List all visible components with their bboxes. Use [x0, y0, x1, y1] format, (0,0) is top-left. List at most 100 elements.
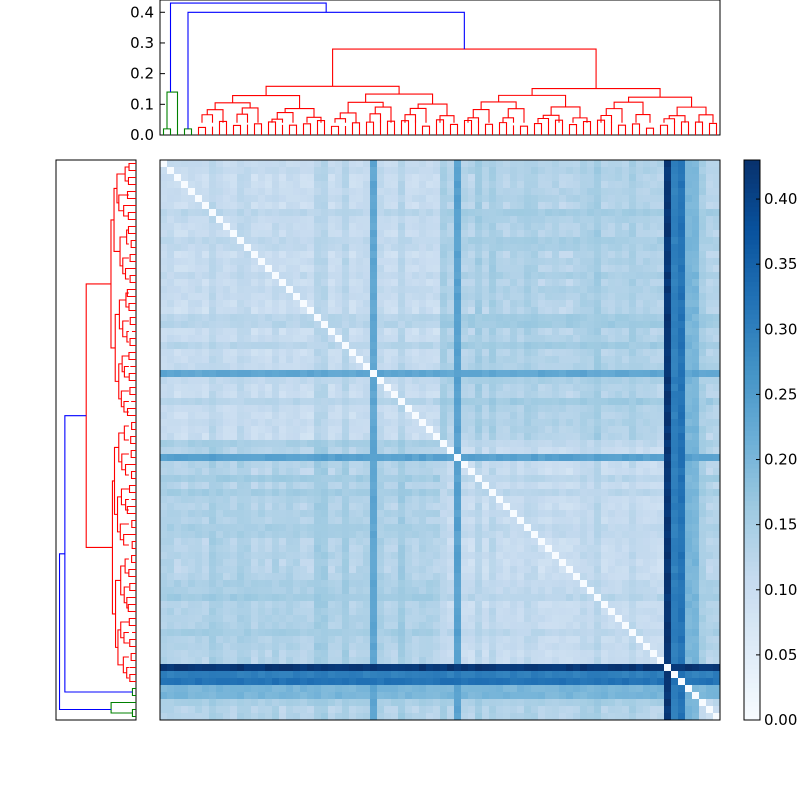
- dendrogram-link: [124, 535, 129, 546]
- heatmap-cell: [195, 503, 202, 510]
- heatmap-cell: [531, 286, 538, 293]
- heatmap-cell: [538, 167, 545, 174]
- heatmap-cell: [363, 489, 370, 496]
- heatmap-cell: [209, 496, 216, 503]
- heatmap-cell: [181, 545, 188, 552]
- heatmap-cell: [237, 454, 244, 461]
- heatmap-cell: [216, 559, 223, 566]
- heatmap-cell: [216, 293, 223, 300]
- heatmap-cell: [272, 181, 279, 188]
- heatmap-cell: [573, 391, 580, 398]
- heatmap-cell: [391, 300, 398, 307]
- heatmap-cell: [510, 433, 517, 440]
- heatmap-cell: [286, 328, 293, 335]
- heatmap-cell: [174, 251, 181, 258]
- heatmap-cell: [328, 300, 335, 307]
- heatmap-cell: [468, 370, 475, 377]
- heatmap-cell: [573, 328, 580, 335]
- heatmap-cell: [195, 293, 202, 300]
- heatmap-cell: [223, 293, 230, 300]
- heatmap-cell: [573, 496, 580, 503]
- heatmap-cell: [468, 398, 475, 405]
- heatmap-cell: [664, 363, 671, 370]
- heatmap-cell: [524, 573, 531, 580]
- heatmap-cell: [468, 440, 475, 447]
- heatmap-cell: [517, 293, 524, 300]
- heatmap-cell: [321, 377, 328, 384]
- heatmap-cell: [636, 286, 643, 293]
- heatmap-cell: [531, 237, 538, 244]
- heatmap-cell: [538, 237, 545, 244]
- heatmap-cell: [202, 447, 209, 454]
- heatmap-cell: [328, 454, 335, 461]
- heatmap-cell: [468, 461, 475, 468]
- heatmap-cell: [391, 377, 398, 384]
- heatmap-cell: [615, 181, 622, 188]
- heatmap-cell: [566, 405, 573, 412]
- heatmap-cell: [566, 377, 573, 384]
- heatmap-cell: [328, 349, 335, 356]
- heatmap-cell: [468, 573, 475, 580]
- heatmap-cell: [286, 195, 293, 202]
- heatmap-cell: [181, 174, 188, 181]
- heatmap-cell: [258, 384, 265, 391]
- heatmap-cell: [587, 279, 594, 286]
- heatmap-cell: [685, 160, 692, 167]
- heatmap-cell: [426, 482, 433, 489]
- heatmap-cell: [545, 363, 552, 370]
- heatmap-cell: [447, 573, 454, 580]
- heatmap-cell: [601, 391, 608, 398]
- heatmap-cell: [174, 356, 181, 363]
- heatmap-cell: [643, 237, 650, 244]
- heatmap-cell: [167, 517, 174, 524]
- heatmap-cell: [335, 307, 342, 314]
- heatmap-cell: [706, 370, 713, 377]
- heatmap-cell: [335, 237, 342, 244]
- heatmap-cell: [706, 377, 713, 384]
- heatmap-cell: [328, 230, 335, 237]
- heatmap-cell: [286, 398, 293, 405]
- heatmap-cell: [566, 531, 573, 538]
- heatmap-cell: [552, 566, 559, 573]
- heatmap-cell: [258, 223, 265, 230]
- heatmap-cell: [657, 181, 664, 188]
- heatmap-cell: [636, 307, 643, 314]
- heatmap-cell: [454, 188, 461, 195]
- heatmap-cell: [251, 216, 258, 223]
- heatmap-cell: [244, 398, 251, 405]
- heatmap-cell: [545, 321, 552, 328]
- heatmap-cell: [650, 440, 657, 447]
- heatmap-cell: [244, 433, 251, 440]
- heatmap-cell: [433, 356, 440, 363]
- heatmap-cell: [482, 461, 489, 468]
- heatmap-cell: [482, 517, 489, 524]
- heatmap-cell: [601, 258, 608, 265]
- heatmap-cell: [426, 370, 433, 377]
- heatmap-cell: [517, 356, 524, 363]
- heatmap-cell: [454, 517, 461, 524]
- heatmap-cell: [426, 447, 433, 454]
- heatmap-cell: [195, 531, 202, 538]
- heatmap-cell: [328, 489, 335, 496]
- heatmap-cell: [237, 412, 244, 419]
- heatmap-cell: [202, 573, 209, 580]
- heatmap-cell: [643, 286, 650, 293]
- heatmap-cell: [160, 293, 167, 300]
- heatmap-cell: [286, 209, 293, 216]
- heatmap-cell: [636, 181, 643, 188]
- heatmap-cell: [426, 503, 433, 510]
- heatmap-cell: [496, 342, 503, 349]
- heatmap-cell: [370, 160, 377, 167]
- heatmap-cell: [440, 531, 447, 538]
- heatmap-cell: [195, 482, 202, 489]
- heatmap-cell: [405, 160, 412, 167]
- heatmap-cell: [237, 244, 244, 251]
- heatmap-cell: [657, 391, 664, 398]
- heatmap-cell: [517, 342, 524, 349]
- heatmap-cell: [657, 552, 664, 559]
- heatmap-cell: [300, 328, 307, 335]
- heatmap-cell: [188, 237, 195, 244]
- heatmap-cell: [713, 384, 720, 391]
- heatmap-cell: [440, 356, 447, 363]
- heatmap-cell: [503, 321, 510, 328]
